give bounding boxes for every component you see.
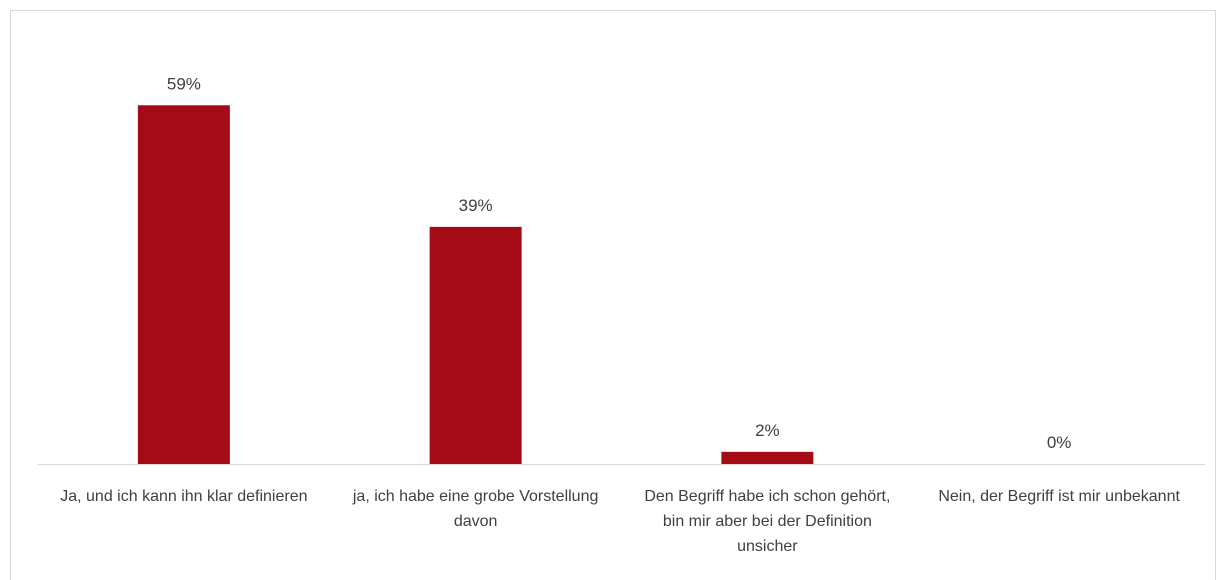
bar <box>429 226 522 464</box>
x-tick-label: Ja, und ich kann ihn klar definieren <box>60 488 308 505</box>
x-tick-label: ja, ich habe eine grobe Vorstellung davo… <box>352 488 599 530</box>
bar <box>721 451 814 464</box>
x-tick-label: Den Begriff habe ich schon gehört, bin m… <box>644 488 891 555</box>
x-tick-label: Nein, der Begriff ist mir unbekannt <box>938 488 1180 505</box>
data-label: 0% <box>1047 433 1072 452</box>
data-label: 59% <box>167 74 201 93</box>
chart-frame <box>10 10 1216 580</box>
data-label: 39% <box>459 196 493 215</box>
bar <box>137 105 230 464</box>
data-label: 2% <box>755 421 780 440</box>
